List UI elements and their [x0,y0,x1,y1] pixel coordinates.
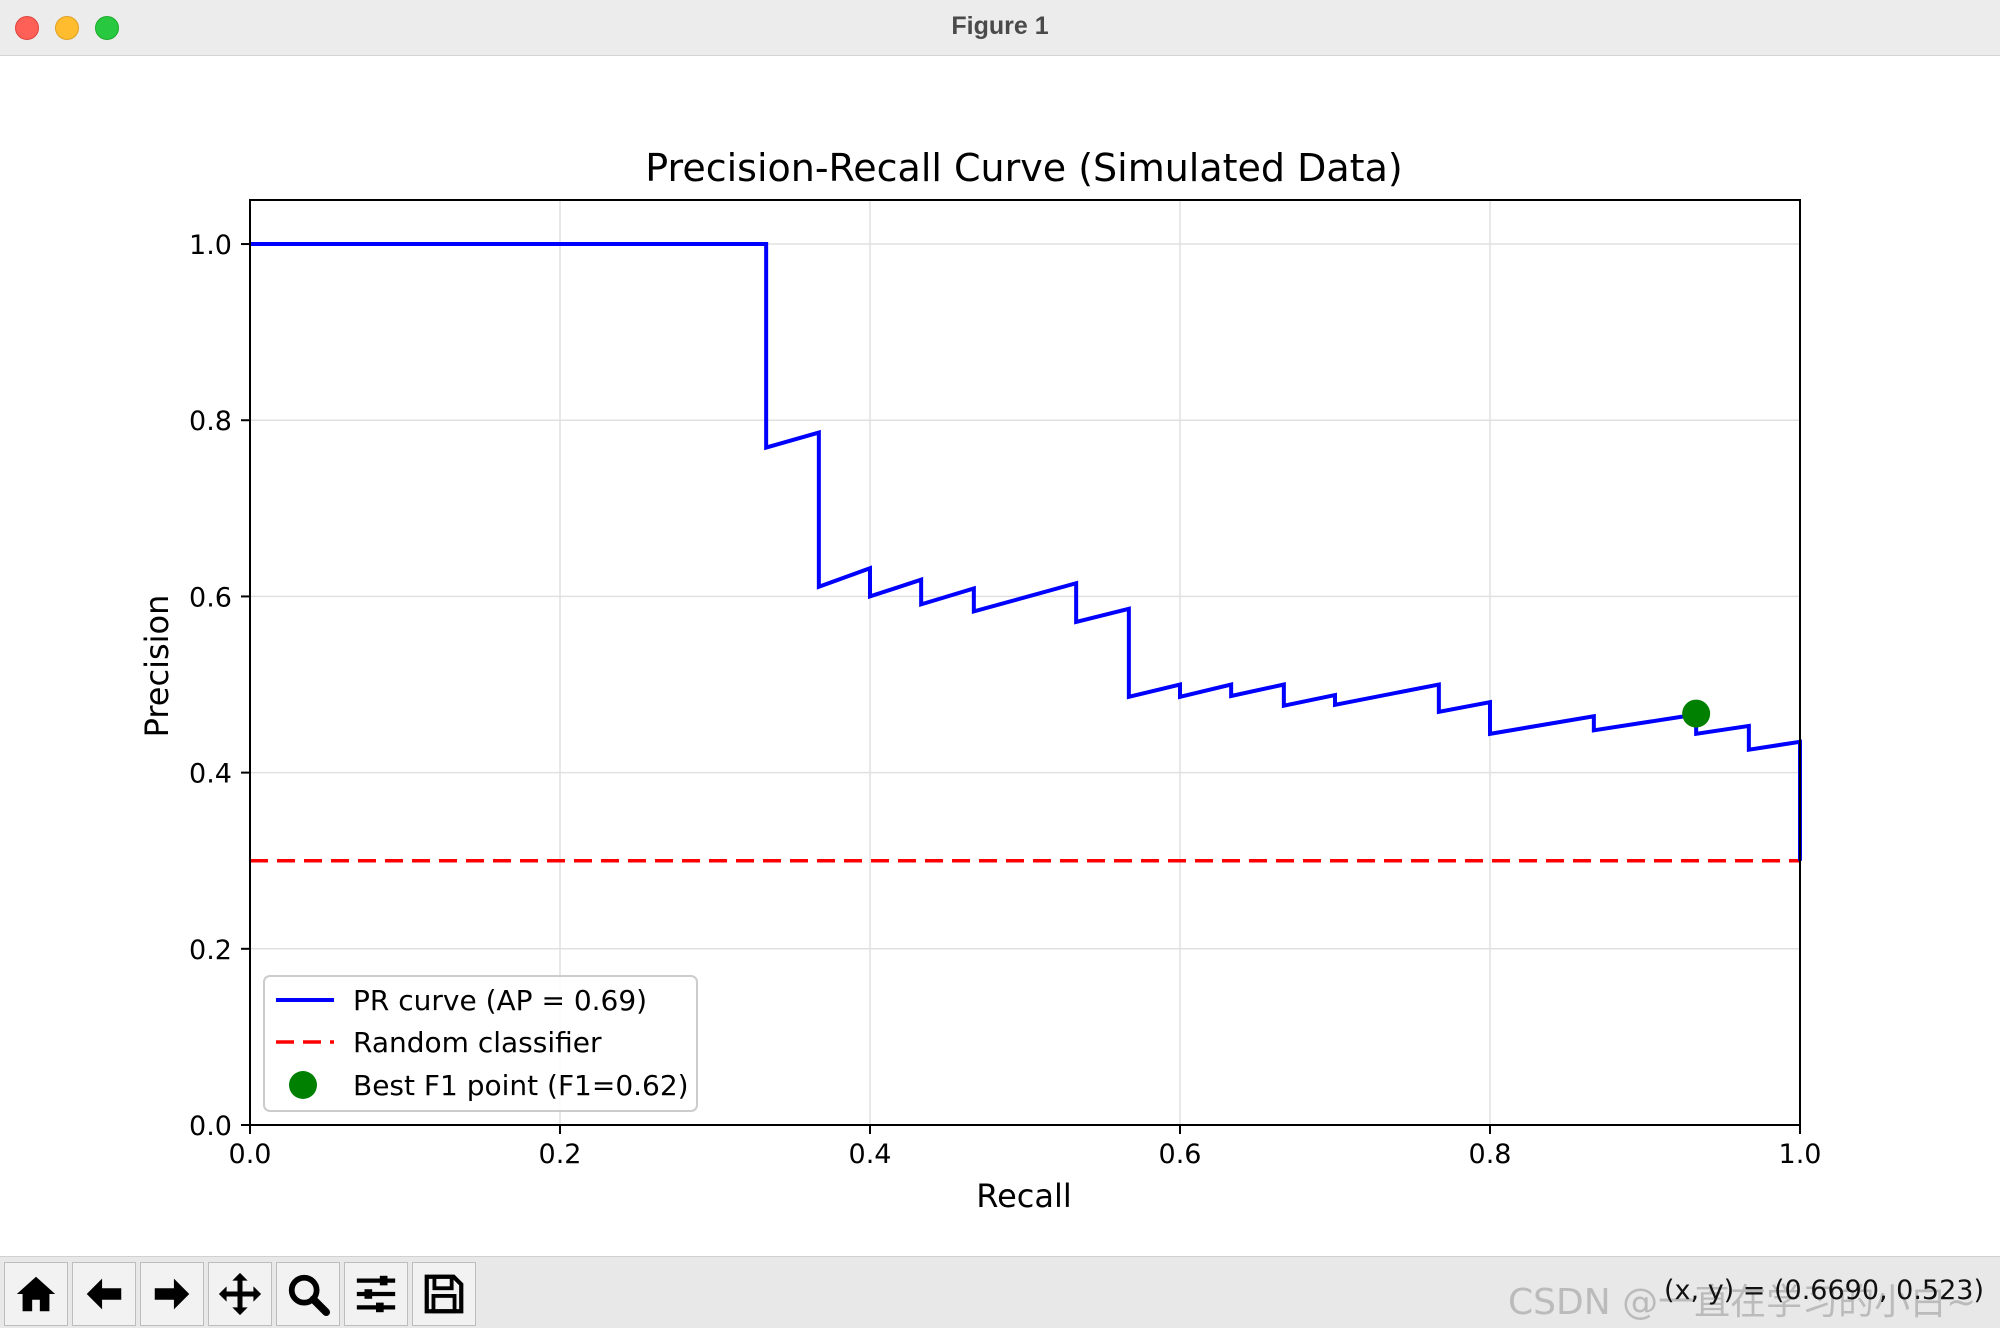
floppy-disk-icon [424,1274,464,1314]
forward-button[interactable] [140,1262,204,1326]
x-tick-label: 0.6 [1159,1139,1202,1170]
window-titlebar: Figure 1 [0,0,2000,56]
navigation-toolbar: CSDN @一直在学习的小白~ (x, y) = (0.6690, 0.523) [0,1256,2000,1328]
y-tick-label: 1.0 [189,230,232,261]
figure-canvas[interactable]: 0.0 0.2 0.4 0.6 0.8 1.0 0.0 0.2 0.4 0.6 0.8 1.0 Pr… [0,56,2000,1254]
legend-box [263,975,698,1112]
configure-subplots-button[interactable] [344,1262,408,1326]
x-axis-label: Recall [976,1177,1071,1215]
y-axis-label: Precision [138,595,176,738]
y-tick-label: 0.8 [189,406,232,437]
minimize-window-button[interactable] [55,16,79,40]
legend-swatch-best-f1 [289,1071,317,1099]
legend-label-random-classifier: Random classifier [353,1026,602,1059]
move-icon [218,1272,262,1316]
legend: PR curve (AP = 0.69) Random classifier B… [263,975,698,1112]
x-axis-ticks: 0.0 0.2 0.4 0.6 0.8 1.0 [229,1125,1822,1170]
window-title: Figure 1 [951,12,1049,40]
legend-label-pr-curve: PR curve (AP = 0.69) [353,984,647,1017]
plot-frame [249,199,1801,1126]
home-icon [16,1276,56,1312]
magnifier-icon [288,1274,331,1317]
coordinate-readout: (x, y) = (0.6690, 0.523) [1664,1275,1984,1306]
maximize-window-button[interactable] [95,16,119,40]
y-tick-label: 0.2 [189,935,232,966]
y-tick-label: 0.4 [189,759,232,790]
x-tick-label: 1.0 [1779,1139,1822,1170]
y-axis-ticks: 0.0 0.2 0.4 0.6 0.8 1.0 [189,230,250,1142]
sliders-icon [356,1275,396,1313]
pr-chart: 0.0 0.2 0.4 0.6 0.8 1.0 0.0 0.2 0.4 0.6 0.8 1.0 Pr… [138,146,1822,1215]
home-button[interactable] [4,1262,68,1326]
y-tick-label: 0.6 [189,582,232,613]
best-f1-point [1682,699,1711,728]
x-tick-label: 0.0 [229,1139,272,1170]
save-button[interactable] [412,1262,476,1326]
arrow-left-icon [86,1278,122,1310]
x-tick-label: 0.2 [539,1139,582,1170]
zoom-button[interactable] [276,1262,340,1326]
chart-title: Precision-Recall Curve (Simulated Data) [645,146,1402,190]
arrow-right-icon [154,1278,190,1310]
pan-button[interactable] [208,1262,272,1326]
legend-label-best-f1: Best F1 point (F1=0.62) [353,1069,689,1102]
pr-curve-line [250,242,1802,861]
y-tick-label: 0.0 [189,1111,232,1142]
x-tick-label: 0.8 [1469,1139,1512,1170]
x-tick-label: 0.4 [849,1139,892,1170]
close-window-button[interactable] [15,16,39,40]
watermark: CSDN @一直在学习的小白~ [1508,1282,1977,1323]
back-button[interactable] [72,1262,136,1326]
